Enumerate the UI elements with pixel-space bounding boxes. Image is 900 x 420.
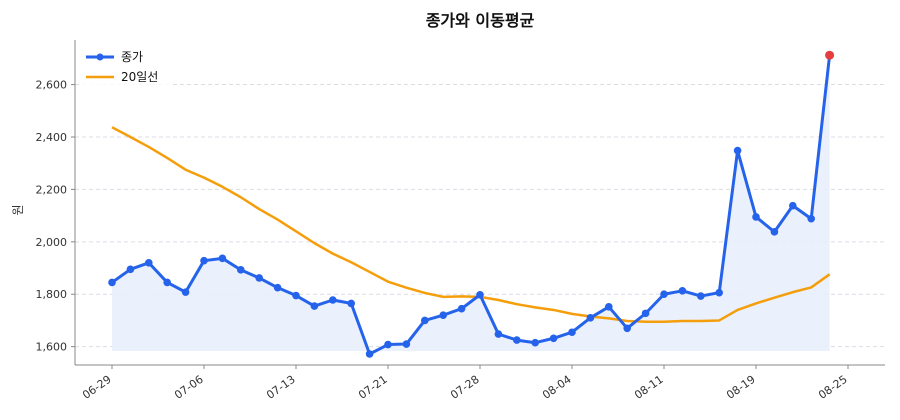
close-point <box>384 340 392 349</box>
legend-marker-close <box>96 53 104 61</box>
chart-title: 종가와 이동평균 <box>426 11 535 30</box>
last-close-point <box>825 50 835 60</box>
close-point <box>292 291 300 300</box>
close-point <box>218 254 227 263</box>
close-point <box>476 290 484 299</box>
x-tick-label: 08-19 <box>724 373 758 402</box>
close-point <box>163 278 171 287</box>
x-tick-labels: 06-29 07-06 07-13 07-21 07-28 08-04 08-11 08-19… <box>80 373 850 402</box>
y-tick-labels: 1,600 1,800 2,000 2,200 2,400 2,600 <box>36 79 68 354</box>
close-point <box>439 311 448 320</box>
data-points <box>108 50 835 358</box>
close-point <box>513 336 521 344</box>
x-tick-label: 07-28 <box>448 373 482 402</box>
close-point <box>641 309 650 318</box>
close-point <box>329 296 337 304</box>
x-tick-label: 07-13 <box>264 373 298 402</box>
legend: 종가 20일선 <box>80 44 170 90</box>
x-tick-label: 07-06 <box>172 373 206 402</box>
close-point <box>126 265 135 274</box>
close-point <box>770 228 779 236</box>
close-point <box>789 201 797 210</box>
x-tick-label: 08-25 <box>816 373 850 402</box>
close-point <box>549 334 558 343</box>
y-axis-label: 원 <box>11 204 25 215</box>
close-point <box>181 288 190 296</box>
area-fill <box>112 55 830 354</box>
series-line-close <box>111 55 832 356</box>
y-tick-label: 2,600 <box>36 79 68 92</box>
y-tick-label: 2,400 <box>36 131 68 144</box>
legend-label-ma20: 20일선 <box>121 70 158 84</box>
close-point <box>586 314 595 322</box>
x-tick-label: 07-21 <box>356 373 390 402</box>
close-point <box>715 288 723 297</box>
legend-label-close: 종가 <box>121 50 143 64</box>
close-point <box>347 299 356 308</box>
close-point <box>568 328 576 337</box>
close-point <box>660 290 668 299</box>
close-point <box>678 287 687 295</box>
close-point <box>310 302 319 310</box>
y-tick-label: 2,000 <box>36 236 68 249</box>
close-point <box>365 350 374 358</box>
close-point <box>273 283 282 292</box>
close-point <box>421 316 429 325</box>
close-point <box>457 304 466 313</box>
y-tick-label: 2,200 <box>36 183 68 196</box>
close-point <box>494 330 503 338</box>
close-point <box>531 338 539 347</box>
close-point <box>733 146 742 155</box>
close-point <box>255 274 263 282</box>
close-point <box>697 292 705 300</box>
close-point <box>623 324 631 333</box>
y-tick-label: 1,800 <box>36 288 68 301</box>
close-point <box>237 266 245 274</box>
close-point <box>402 340 411 348</box>
close-point <box>807 214 815 223</box>
close-point <box>200 256 208 265</box>
series-line-ma20 <box>111 126 831 324</box>
x-tick-label: 06-29 <box>80 373 114 402</box>
close-point <box>108 278 116 287</box>
close-point <box>145 258 153 267</box>
axes <box>71 40 885 369</box>
x-tick-label: 08-04 <box>540 373 574 402</box>
series-lines <box>111 55 832 356</box>
x-tick-label: 08-11 <box>632 373 666 402</box>
close-point <box>752 213 760 221</box>
close-area-fill <box>112 55 830 354</box>
close-point <box>605 303 613 311</box>
y-tick-label: 1,600 <box>36 341 68 354</box>
